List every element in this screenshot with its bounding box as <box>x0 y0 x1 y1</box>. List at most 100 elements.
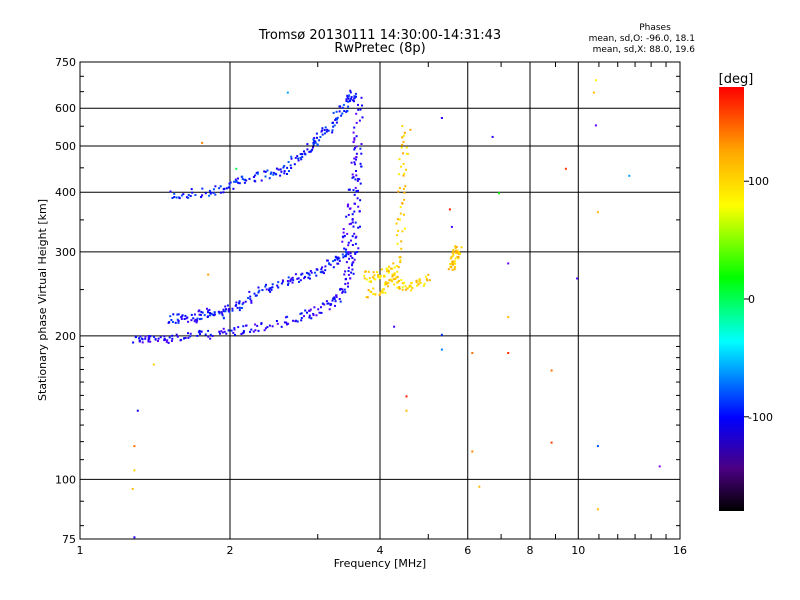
data-point <box>185 196 188 199</box>
data-point <box>180 316 183 318</box>
data-point <box>404 285 407 288</box>
data-point <box>310 317 313 320</box>
data-point <box>289 279 292 282</box>
data-point <box>378 294 381 296</box>
data-point <box>286 280 289 282</box>
data-point <box>347 273 350 276</box>
data-point <box>314 141 317 144</box>
data-point <box>175 196 178 199</box>
data-point <box>351 256 354 259</box>
data-point <box>168 321 171 324</box>
data-point <box>312 146 314 149</box>
data-point <box>347 97 350 100</box>
data-point <box>222 191 225 194</box>
data-point <box>377 275 379 278</box>
data-point <box>171 321 174 323</box>
data-point <box>353 126 356 129</box>
data-point <box>312 138 315 141</box>
data-point <box>389 278 392 281</box>
data-point <box>350 96 353 99</box>
data-point <box>399 261 402 264</box>
data-point <box>238 306 241 309</box>
data-point <box>408 284 411 287</box>
data-point <box>266 169 269 172</box>
data-point <box>308 314 311 317</box>
data-point <box>354 147 356 149</box>
data-point <box>268 177 271 180</box>
data-point <box>550 369 553 372</box>
data-point <box>323 129 326 131</box>
y-tick-label: 750 <box>55 56 76 69</box>
data-point <box>282 166 285 169</box>
data-point <box>192 317 195 320</box>
data-point <box>223 330 226 333</box>
data-point <box>165 340 168 343</box>
data-point <box>187 193 190 196</box>
data-point <box>398 279 401 282</box>
data-point <box>403 131 406 134</box>
data-point <box>402 188 405 190</box>
data-point <box>237 177 239 180</box>
data-point <box>242 330 245 333</box>
x-tick-label: 6 <box>464 544 471 557</box>
data-point <box>404 185 407 188</box>
x-tick-label: 1 <box>77 544 84 557</box>
data-point <box>355 135 358 138</box>
data-point <box>400 279 403 281</box>
data-point <box>196 317 199 320</box>
data-point <box>383 283 386 286</box>
data-point <box>450 256 453 259</box>
data-point <box>416 284 419 287</box>
data-point <box>254 294 257 297</box>
data-point <box>312 143 315 146</box>
data-point <box>358 119 361 122</box>
data-point <box>177 321 180 324</box>
data-point <box>385 267 388 270</box>
y-tick-label: 400 <box>55 186 76 199</box>
data-point <box>204 192 207 195</box>
data-point <box>332 266 335 269</box>
data-point <box>454 247 457 249</box>
data-point <box>355 112 358 115</box>
data-point <box>279 168 282 171</box>
data-point <box>320 268 323 271</box>
data-point <box>303 152 306 155</box>
data-point <box>383 274 385 277</box>
data-point <box>320 306 322 309</box>
data-point <box>248 177 251 180</box>
data-point <box>275 167 278 170</box>
data-point <box>297 157 300 160</box>
data-point <box>287 276 290 279</box>
data-point <box>451 255 454 258</box>
data-point <box>227 309 230 312</box>
data-point <box>327 129 330 132</box>
data-point <box>279 174 282 177</box>
data-point <box>333 296 336 299</box>
data-point <box>402 140 405 143</box>
data-point <box>149 340 152 343</box>
data-point <box>233 328 236 331</box>
data-point <box>310 271 313 274</box>
data-point <box>297 277 300 280</box>
data-point <box>353 157 356 160</box>
y-tick-label: 100 <box>55 473 76 486</box>
data-point <box>184 337 187 339</box>
data-point <box>207 310 210 313</box>
data-point <box>342 231 345 234</box>
data-point <box>269 287 272 290</box>
data-point <box>564 167 567 170</box>
data-point <box>198 313 201 316</box>
x-tick-label: 10 <box>571 544 585 557</box>
data-point <box>332 111 335 114</box>
data-point <box>320 311 323 314</box>
data-point <box>292 319 294 322</box>
data-point <box>402 174 405 177</box>
data-point <box>326 302 329 305</box>
data-point <box>225 332 228 335</box>
data-point <box>238 302 241 305</box>
data-point <box>406 287 409 290</box>
data-point <box>248 290 251 293</box>
data-point <box>350 222 352 225</box>
chart-title: Tromsø 20130111 14:30:00-14:31:43 <box>258 28 501 43</box>
data-point <box>301 153 304 156</box>
